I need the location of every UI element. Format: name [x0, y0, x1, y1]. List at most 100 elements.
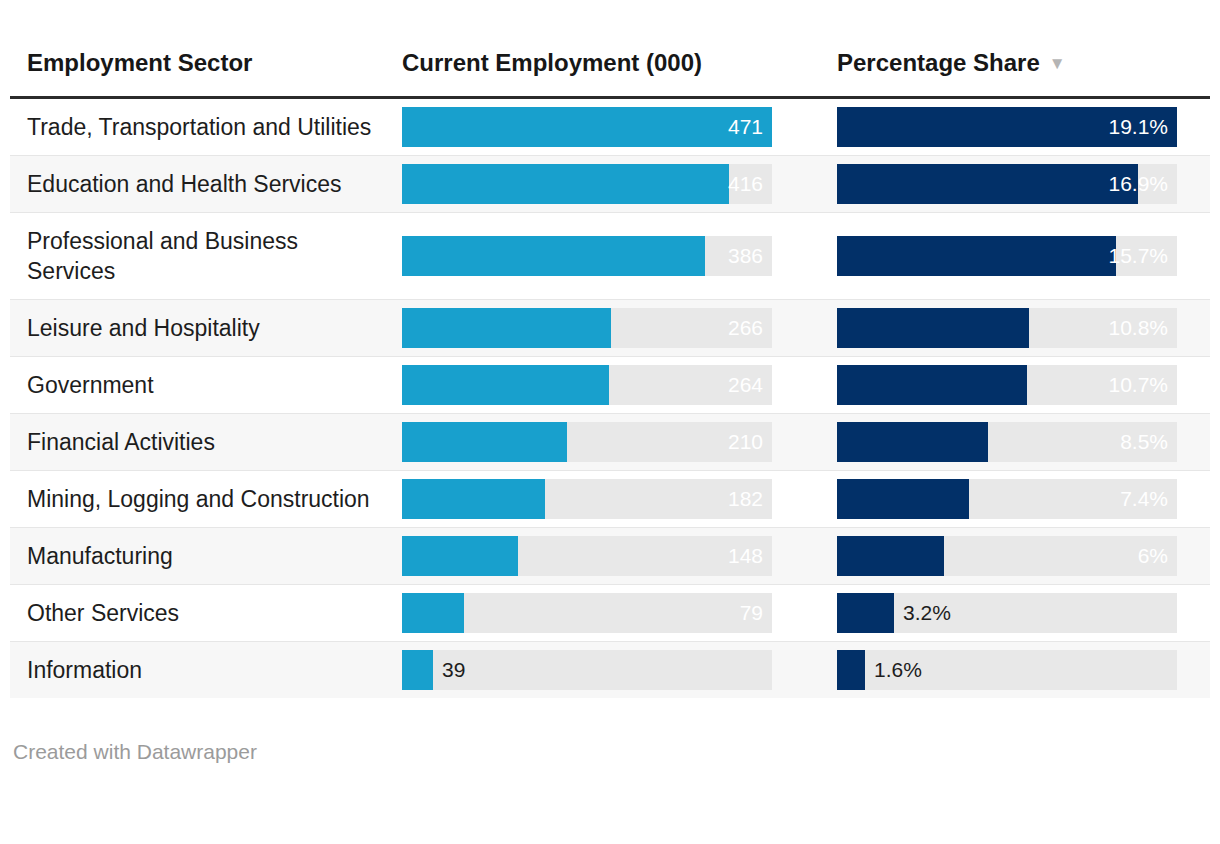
- table-row: Manufacturing 148 6%: [10, 527, 1210, 584]
- column-header-employment-sector[interactable]: Employment Sector: [10, 48, 402, 78]
- employment-bar-track: 79: [402, 593, 772, 633]
- share-bar-cell: 8.5%: [837, 422, 1177, 462]
- share-bar-cell: 3.2%: [837, 593, 1177, 633]
- share-bar-track: 10.8%: [837, 308, 1177, 348]
- sector-label: Financial Activities: [10, 414, 402, 470]
- share-bar: [837, 365, 1027, 405]
- share-bar-cell: 1.6%: [837, 650, 1177, 690]
- share-bar-cell: 6%: [837, 536, 1177, 576]
- share-value: 1.6%: [874, 658, 922, 682]
- employment-bar: [402, 164, 729, 204]
- employment-bar-track: 39: [402, 650, 772, 690]
- share-bar: [837, 164, 1138, 204]
- employment-bar-track: 386: [402, 236, 772, 276]
- share-bar: [837, 308, 1029, 348]
- share-bar: [837, 650, 865, 690]
- sector-label: Other Services: [10, 585, 402, 641]
- employment-bar-cell: 39: [402, 650, 772, 690]
- sector-label: Professional and Business Services: [10, 213, 402, 299]
- share-value: 3.2%: [903, 601, 951, 625]
- sector-label: Mining, Logging and Construction: [10, 471, 402, 527]
- employment-bar: [402, 308, 611, 348]
- sector-label: Leisure and Hospitality: [10, 300, 402, 356]
- employment-value: 79: [740, 601, 763, 625]
- employment-value: 39: [442, 658, 465, 682]
- share-bar-track: 19.1%: [837, 107, 1177, 147]
- sector-label: Education and Health Services: [10, 156, 402, 212]
- table-row: Professional and Business Services 386 1…: [10, 212, 1210, 299]
- share-value: 15.7%: [1108, 244, 1168, 268]
- employment-bar-track: 210: [402, 422, 772, 462]
- share-value: 10.7%: [1108, 373, 1168, 397]
- employment-bar-cell: 210: [402, 422, 772, 462]
- employment-bar: [402, 365, 609, 405]
- employment-bar-cell: 416: [402, 164, 772, 204]
- share-bar-cell: 10.7%: [837, 365, 1177, 405]
- employment-bar: [402, 236, 705, 276]
- employment-bar: [402, 593, 464, 633]
- employment-bar-track: 182: [402, 479, 772, 519]
- share-value: 16.9%: [1108, 172, 1168, 196]
- sort-descending-icon[interactable]: ▼: [1049, 49, 1066, 79]
- share-bar-track: 1.6%: [837, 650, 1177, 690]
- employment-bar-cell: 471: [402, 107, 772, 147]
- employment-value: 210: [728, 430, 763, 454]
- column-header-percentage-share[interactable]: Percentage Share ▼: [837, 48, 1177, 78]
- share-bar-cell: 15.7%: [837, 236, 1177, 276]
- share-bar-track: 8.5%: [837, 422, 1177, 462]
- share-bar: [837, 236, 1116, 276]
- employment-bar-track: 266: [402, 308, 772, 348]
- share-bar: [837, 593, 894, 633]
- employment-bar-cell: 182: [402, 479, 772, 519]
- share-bar-cell: 10.8%: [837, 308, 1177, 348]
- sector-label: Trade, Transportation and Utilities: [10, 99, 402, 155]
- table-row: Other Services 79 3.2%: [10, 584, 1210, 641]
- employment-value: 182: [728, 487, 763, 511]
- employment-bar-cell: 79: [402, 593, 772, 633]
- employment-value: 266: [728, 316, 763, 340]
- share-bar-track: 15.7%: [837, 236, 1177, 276]
- sector-label: Information: [10, 642, 402, 698]
- employment-bar-track: 264: [402, 365, 772, 405]
- table-row: Trade, Transportation and Utilities 471 …: [10, 99, 1210, 155]
- employment-bar: [402, 107, 772, 147]
- share-value: 19.1%: [1108, 115, 1168, 139]
- employment-bar-track: 416: [402, 164, 772, 204]
- sector-label: Manufacturing: [10, 528, 402, 584]
- employment-table: Employment Sector Current Employment (00…: [10, 0, 1210, 698]
- share-bar-track: 3.2%: [837, 593, 1177, 633]
- share-bar-cell: 7.4%: [837, 479, 1177, 519]
- share-value: 6%: [1138, 544, 1168, 568]
- share-bar: [837, 422, 988, 462]
- column-header-current-employment[interactable]: Current Employment (000): [402, 48, 772, 78]
- sector-label: Government: [10, 357, 402, 413]
- share-bar-track: 10.7%: [837, 365, 1177, 405]
- employment-value: 386: [728, 244, 763, 268]
- share-bar-track: 6%: [837, 536, 1177, 576]
- table-row: Education and Health Services 416 16.9%: [10, 155, 1210, 212]
- employment-bar: [402, 536, 518, 576]
- table-row: Financial Activities 210 8.5%: [10, 413, 1210, 470]
- datawrapper-credit-link[interactable]: Created with Datawrapper: [13, 740, 257, 763]
- employment-bar: [402, 650, 433, 690]
- share-bar: [837, 536, 944, 576]
- table-row: Information 39 1.6%: [10, 641, 1210, 698]
- table-row: Mining, Logging and Construction 182 7.4…: [10, 470, 1210, 527]
- share-bar-track: 7.4%: [837, 479, 1177, 519]
- employment-value: 416: [728, 172, 763, 196]
- share-bar-cell: 16.9%: [837, 164, 1177, 204]
- share-value: 7.4%: [1120, 487, 1168, 511]
- employment-bar-cell: 266: [402, 308, 772, 348]
- employment-bar-cell: 386: [402, 236, 772, 276]
- attribution: Created with Datawrapper: [13, 740, 1220, 789]
- employment-bar-cell: 148: [402, 536, 772, 576]
- share-bar: [837, 479, 969, 519]
- column-header-percentage-share-label: Percentage Share: [837, 48, 1040, 78]
- share-bar-cell: 19.1%: [837, 107, 1177, 147]
- employment-bar: [402, 479, 545, 519]
- table-header-row: Employment Sector Current Employment (00…: [10, 0, 1210, 99]
- employment-value: 264: [728, 373, 763, 397]
- employment-bar-cell: 264: [402, 365, 772, 405]
- table-body: Trade, Transportation and Utilities 471 …: [10, 99, 1210, 698]
- share-value: 8.5%: [1120, 430, 1168, 454]
